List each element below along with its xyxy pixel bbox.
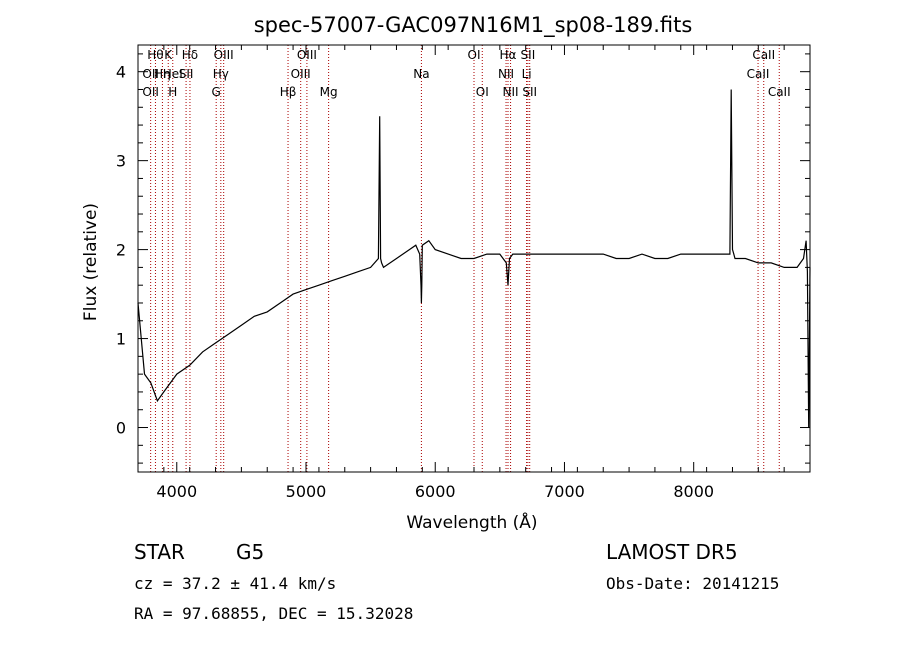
x-tick-label: 8000 xyxy=(673,482,714,501)
y-axis-label: Flux (relative) xyxy=(81,203,101,321)
y-tick-label: 4 xyxy=(116,63,126,82)
spectral-line-label: Na xyxy=(413,67,429,81)
redshift-velocity: cz = 37.2 ± 41.4 km/s xyxy=(134,574,337,593)
coordinates: RA = 97.68855, DEC = 15.32028 xyxy=(134,604,414,623)
spectral-line-label: NII xyxy=(503,85,519,99)
spectral-line-label: Li xyxy=(522,67,532,81)
spectral-line-label: Hγ xyxy=(213,67,229,81)
chart-title: spec-57007-GAC097N16M1_sp08-189.fits xyxy=(254,13,693,38)
x-tick-label: 4000 xyxy=(156,482,197,501)
spectral-line-label: G xyxy=(212,85,221,99)
spectral-line-label: NII xyxy=(498,67,514,81)
spectral-line-label: H xyxy=(168,85,177,99)
x-tick-label: 6000 xyxy=(415,482,456,501)
spectral-line-label: OII xyxy=(142,85,159,99)
object-subclass: G5 xyxy=(236,540,265,564)
survey-name: LAMOST DR5 xyxy=(606,540,738,564)
spectral-line-label: Hη xyxy=(154,67,171,81)
y-tick-label: 1 xyxy=(116,330,126,349)
y-tick-label: 0 xyxy=(116,419,126,438)
spectral-line-label: OII xyxy=(142,67,159,81)
spectral-line-label: OIII xyxy=(297,48,317,62)
spectrum-line xyxy=(137,89,811,428)
spectral-line-label: OIII xyxy=(291,67,311,81)
y-axis-ticks: 0 1 2 3 4 xyxy=(116,53,810,464)
spectral-line-label: SII xyxy=(521,48,536,62)
spectral-line-label: Hβ xyxy=(280,85,297,99)
spectral-line-label: CaII xyxy=(768,85,791,99)
object-class: STAR xyxy=(134,540,185,564)
spectral-line-labels: OIIOIIHθHηKHeIHSIIHδGHγOIIIHβOIIIOIIIMgN… xyxy=(142,48,790,99)
spectral-line-label: Hδ xyxy=(182,48,198,62)
spectral-line-label: OI xyxy=(468,48,481,62)
spectral-line-label: Hα xyxy=(500,48,517,62)
spectral-line-label: OI xyxy=(476,85,489,99)
x-axis-ticks: 4000 5000 6000 7000 8000 xyxy=(137,45,811,501)
x-axis-label: Wavelength (Å) xyxy=(406,511,537,533)
spectral-line-label: SII xyxy=(179,67,194,81)
x-tick-label: 7000 xyxy=(544,482,585,501)
spectrum-series xyxy=(137,89,811,428)
spectral-line-label: HeI xyxy=(163,67,183,81)
y-tick-label: 3 xyxy=(116,152,126,171)
spectral-line-label: Hθ xyxy=(147,48,163,62)
spectral-line-label: Mg xyxy=(320,85,338,99)
spectral-line-label: K xyxy=(164,48,173,62)
spectral-line-label: CaII xyxy=(747,67,770,81)
spectral-line-label: CaII xyxy=(752,48,775,62)
x-tick-label: 5000 xyxy=(286,482,327,501)
observation-date: Obs-Date: 20141215 xyxy=(606,574,780,593)
spectral-line-label: OIII xyxy=(214,48,234,62)
spectral-line-label: SII xyxy=(522,85,537,99)
y-tick-label: 2 xyxy=(116,241,126,260)
